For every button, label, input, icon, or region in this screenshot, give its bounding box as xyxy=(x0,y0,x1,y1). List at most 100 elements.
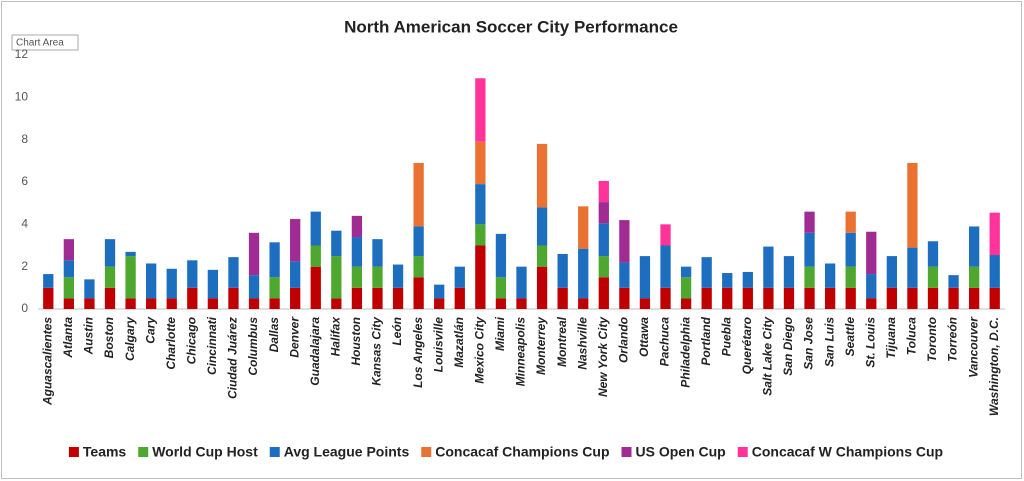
bar-segment xyxy=(619,287,630,309)
bar-segment xyxy=(598,180,609,203)
bar-segment xyxy=(392,264,404,288)
bar-segment xyxy=(660,224,671,246)
bar-segment xyxy=(331,230,342,257)
bar-segment xyxy=(598,223,609,257)
legend-swatch xyxy=(138,447,149,457)
bar-segment xyxy=(475,184,486,225)
bar-segment xyxy=(680,277,692,299)
bar-segment xyxy=(824,263,836,288)
legend-label: Concacaf W Champions Cup xyxy=(752,444,943,460)
bar-segment xyxy=(290,219,301,262)
bar-segment xyxy=(598,202,609,224)
bar-segment xyxy=(310,266,321,309)
bar-segment xyxy=(927,241,939,267)
legend-label: US Open Cup xyxy=(636,444,726,460)
bar-segment xyxy=(845,287,856,309)
bar-segment xyxy=(43,287,54,309)
bar-segment xyxy=(372,287,383,309)
x-tick-label: Toronto xyxy=(925,317,939,362)
legend-swatch xyxy=(68,447,79,457)
bar-segment xyxy=(187,287,198,309)
bar-segment xyxy=(104,266,116,288)
bar-segment xyxy=(660,287,671,309)
bar-segment xyxy=(907,247,918,288)
x-tick-label: Aguascalientes xyxy=(40,317,54,406)
bar-segment xyxy=(536,207,548,246)
bar-segment xyxy=(742,271,753,288)
legend-swatch xyxy=(737,447,748,457)
x-tick-label: Montreal xyxy=(555,316,569,367)
bar-segment xyxy=(475,78,486,142)
bar-segment xyxy=(228,287,239,309)
bar-segment xyxy=(454,266,465,288)
bar-segment xyxy=(578,248,589,299)
bar-segment xyxy=(104,287,116,309)
chart-title: North American Soccer City Performance xyxy=(344,17,678,36)
bar-segment xyxy=(948,275,959,288)
bar-segment xyxy=(557,287,568,309)
x-tick-label: Ciudad Juárez xyxy=(226,317,240,399)
bar-segment xyxy=(680,298,692,309)
bar-segment xyxy=(968,266,980,288)
bar-segment xyxy=(495,277,507,299)
bar-segment xyxy=(783,287,795,309)
bar-segment xyxy=(187,260,198,288)
bar-segment xyxy=(63,298,75,309)
bar-segment xyxy=(598,256,609,278)
y-tick-label: 8 xyxy=(21,132,28,146)
bar-segment xyxy=(63,239,75,261)
bar-segment xyxy=(413,226,424,257)
bar-segment xyxy=(475,245,486,309)
y-tick-label: 12 xyxy=(15,47,29,61)
bar-segment xyxy=(63,260,75,278)
bar-segment xyxy=(989,255,1000,288)
bar-segment xyxy=(989,212,1000,256)
x-tick-label: Querétaro xyxy=(740,317,754,374)
bar-segment xyxy=(701,287,712,309)
bar-segment xyxy=(845,232,856,267)
x-tick-label: Chicago xyxy=(184,317,198,364)
bar-segment xyxy=(639,256,651,299)
x-tick-label: San Diego xyxy=(781,317,795,376)
y-tick-label: 6 xyxy=(21,174,28,188)
bar-segment xyxy=(866,231,877,275)
bar-segment xyxy=(701,257,712,288)
bar-segment xyxy=(351,266,363,288)
bar-segment xyxy=(516,298,527,309)
bar-segment xyxy=(804,211,815,233)
bar-segment xyxy=(84,279,95,299)
x-tick-label: Kansas City xyxy=(370,316,384,386)
x-tick-label: Pachuca xyxy=(658,317,672,367)
x-tick-label: Mexico City xyxy=(473,316,487,384)
legend-label: World Cup Host xyxy=(152,444,258,460)
bar-segment xyxy=(310,245,321,267)
x-tick-label: Vancouver xyxy=(966,316,980,378)
bar-segment xyxy=(248,275,260,299)
tooltip: Chart Area xyxy=(16,38,64,49)
bar-segment xyxy=(639,298,651,309)
x-tick-label: Halifax xyxy=(329,316,343,357)
legend-swatch xyxy=(421,447,432,457)
bar-segment xyxy=(290,287,301,309)
bar-segment xyxy=(968,287,980,309)
x-tick-label: Minneapolis xyxy=(514,317,528,387)
bar-segment xyxy=(269,298,280,309)
bar-segment xyxy=(125,298,136,309)
bar-segment xyxy=(907,287,918,309)
bar-segment xyxy=(392,287,404,309)
bar-segment xyxy=(104,239,116,267)
x-tick-label: Miami xyxy=(493,316,507,351)
x-tick-label: Columbus xyxy=(246,317,260,376)
x-tick-label: Philadelphia xyxy=(678,317,692,388)
x-tick-label: San Luis xyxy=(822,317,836,367)
bar-segment xyxy=(927,287,939,309)
bar-segment xyxy=(351,215,363,238)
bar-segment xyxy=(763,246,774,288)
x-tick-label: Guadalajara xyxy=(308,317,322,386)
x-tick-label: Toluca xyxy=(905,317,919,356)
x-tick-label: Seattle xyxy=(843,317,857,357)
bar-segment xyxy=(63,277,75,299)
bar-segment xyxy=(536,143,548,208)
x-tick-label: Salt Lake City xyxy=(761,316,775,396)
